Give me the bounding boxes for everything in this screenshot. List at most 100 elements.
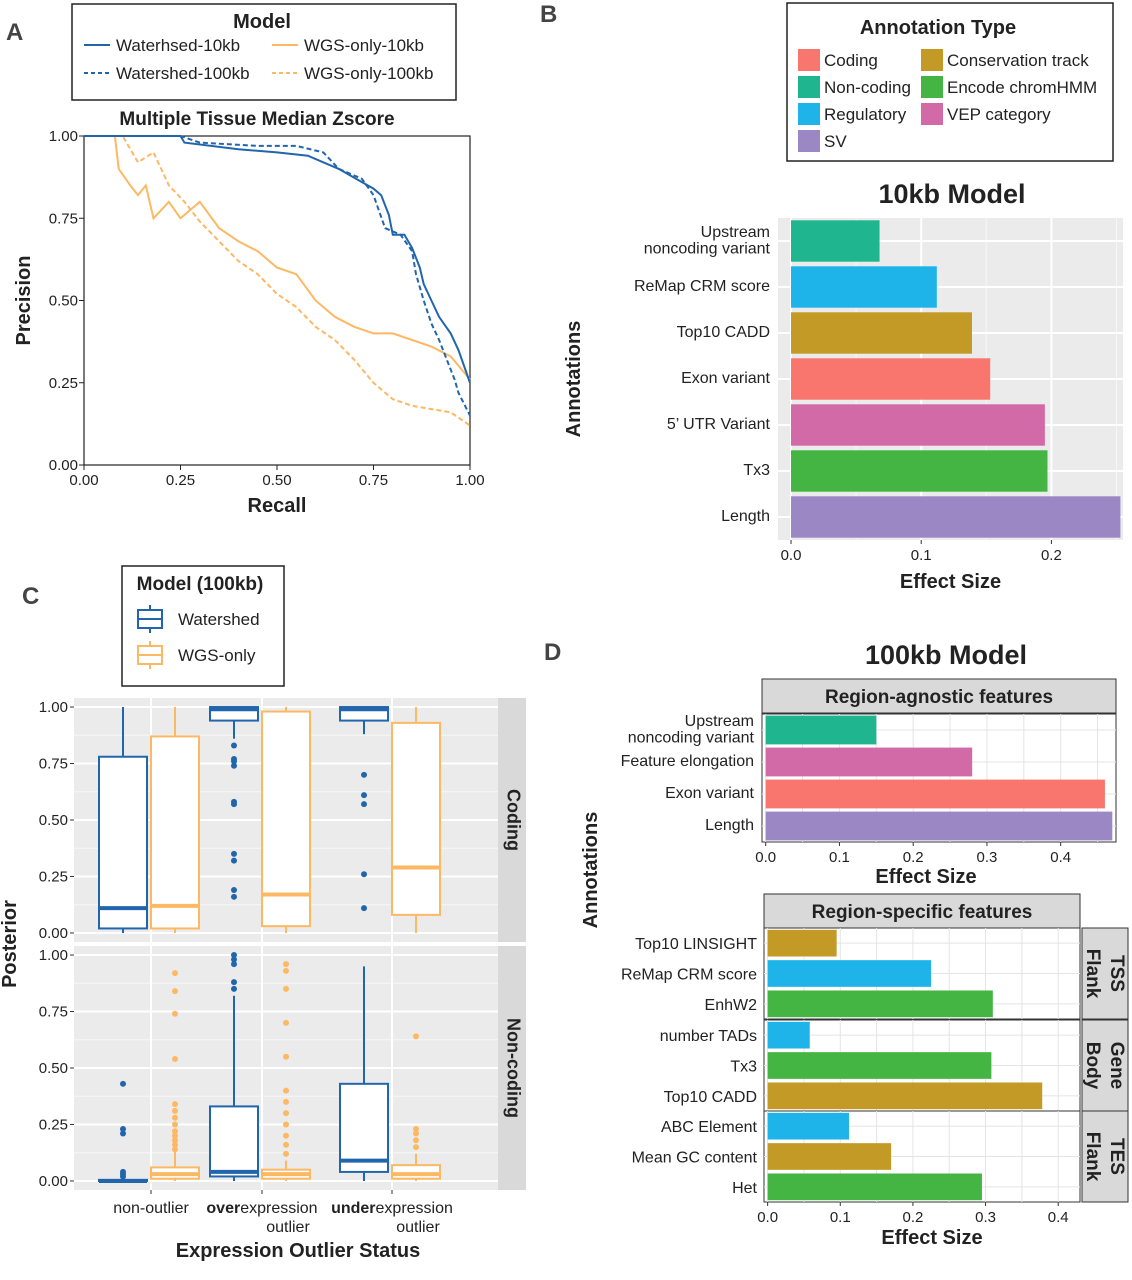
- x-tick-label: 0.2: [1041, 547, 1062, 564]
- series-line-watershed-100kb: [84, 135, 471, 417]
- panel-label-a: A: [6, 19, 23, 46]
- y-tick-label: 0.25: [39, 868, 68, 885]
- outlier-point: [231, 961, 237, 968]
- outlier-point: [120, 1126, 126, 1132]
- legend-swatch: [798, 103, 820, 125]
- chart-title: 100kb Model: [865, 640, 1027, 670]
- legend-entry: WGS-only: [178, 646, 256, 665]
- box: [98, 755, 148, 930]
- legend-entry: Conservation track: [947, 51, 1089, 70]
- facet-strip: [498, 946, 526, 1190]
- outlier-point: [413, 1126, 419, 1132]
- y-tick-label: 1.00: [39, 699, 68, 716]
- bar: [767, 1021, 810, 1049]
- facet-strip: [761, 678, 1117, 714]
- legend-entry: Waterhsed-10kb: [116, 36, 240, 55]
- outlier-point: [413, 1130, 419, 1137]
- legend-title: Model: [233, 11, 291, 33]
- x-tick-label: underexpression: [331, 1200, 453, 1217]
- x-axis-title: Recall: [248, 495, 307, 517]
- outlier-point: [413, 1137, 419, 1144]
- outlier-point: [231, 985, 237, 992]
- legend-swatch: [798, 130, 820, 152]
- legend-entry: Coding: [824, 51, 878, 70]
- bar: [791, 220, 880, 262]
- box: [150, 735, 200, 930]
- bar-label: Upstream noncoding variant: [628, 713, 755, 747]
- facet-label: TSSFlank: [1082, 949, 1127, 999]
- outlier-point: [231, 893, 237, 900]
- plot-frame: [83, 135, 471, 466]
- x-axis-title: Expression Outlier Status: [176, 1240, 421, 1262]
- bar-label: Top10 CADD: [664, 1089, 757, 1106]
- x-tick-label: 0.1: [911, 547, 932, 564]
- outlier-point: [231, 979, 237, 986]
- outlier-point: [283, 1098, 289, 1105]
- x-tick-label: 0.0: [781, 547, 802, 564]
- x-tick-label: 0.4: [1048, 1209, 1069, 1226]
- y-tick-label: 0.75: [39, 756, 68, 773]
- bar-label: Top10 LINSIGHT: [635, 936, 757, 953]
- x-tick-label: 0.75: [359, 472, 388, 489]
- legend-entry: SV: [824, 132, 847, 151]
- panel-b-10kb-effect-size-chart: Annotation Type Coding Conservation track N…: [563, 2, 1123, 593]
- bar: [791, 358, 991, 400]
- legend-entry: Encode chromHMM: [947, 78, 1097, 97]
- panel-d-100kb-effect-size-chart: 100kb Model Region-agnostic features Upstr…: [580, 640, 1129, 1249]
- bar: [767, 1052, 992, 1079]
- outlier-point: [361, 771, 367, 778]
- panel-label-b: B: [540, 1, 557, 28]
- outlier-point: [283, 961, 289, 968]
- bar: [765, 811, 1113, 841]
- outlier-point: [172, 1107, 178, 1114]
- outlier-point: [231, 742, 237, 749]
- legend-swatch: [921, 103, 943, 125]
- bar-label: Tx3: [730, 1059, 757, 1076]
- legend-swatch: [798, 49, 820, 71]
- outlier-point: [172, 1146, 178, 1153]
- series-line-wgs-only-100kb: [84, 135, 471, 427]
- x-tick-label: 0.0: [755, 849, 776, 866]
- legend-entry: VEP category: [947, 105, 1051, 124]
- outlier-point: [283, 1141, 289, 1148]
- series-line-waterhsed-10kb: [84, 135, 471, 384]
- bar-label: EnhW2: [705, 997, 758, 1014]
- y-tick-label: 0.75: [39, 1004, 68, 1021]
- legend-entry: WGS-only-10kb: [304, 36, 424, 55]
- outlier-point: [283, 967, 289, 974]
- outlier-point: [361, 905, 367, 912]
- y-tick-label: 0.25: [39, 1116, 68, 1133]
- outlier-point: [413, 1033, 419, 1040]
- outlier-point: [231, 887, 237, 894]
- legend-title: Annotation Type: [860, 17, 1016, 39]
- legend-entry: WGS-only-100kb: [304, 64, 433, 83]
- legend-entry: Watershed: [178, 610, 260, 629]
- bar-label: ReMap CRM score: [621, 967, 757, 984]
- bar: [791, 496, 1121, 538]
- facet-label: Non-coding: [503, 1018, 523, 1118]
- outlier-point: [231, 952, 237, 959]
- outlier-point: [283, 1019, 289, 1026]
- x-tick-label-line2: outlier: [396, 1219, 440, 1236]
- bar: [767, 990, 993, 1018]
- y-tick-label: 0.25: [49, 375, 78, 392]
- y-axis-title: Precision: [13, 255, 35, 345]
- bar: [791, 404, 1045, 446]
- outlier-point: [283, 1110, 289, 1117]
- box: [391, 721, 441, 916]
- outlier-point: [120, 1080, 126, 1087]
- outlier-point: [231, 801, 237, 808]
- facet-strip: [763, 893, 1081, 929]
- facet-strip: [1081, 1110, 1129, 1203]
- bar-label: Length: [705, 817, 754, 834]
- x-tick-label: 0.2: [902, 1209, 923, 1226]
- x-tick-label: 1.00: [455, 472, 484, 489]
- bar-label: Upstream noncoding variant: [644, 224, 771, 258]
- bar: [791, 312, 972, 354]
- x-axis-title: Effect Size: [900, 571, 1001, 593]
- facet-strip: [1081, 1019, 1129, 1112]
- series-line-wgs-only-10kb: [84, 135, 471, 381]
- outlier-point: [231, 762, 237, 769]
- outlier-point: [172, 1137, 178, 1144]
- y-tick-label: 0.75: [49, 210, 78, 227]
